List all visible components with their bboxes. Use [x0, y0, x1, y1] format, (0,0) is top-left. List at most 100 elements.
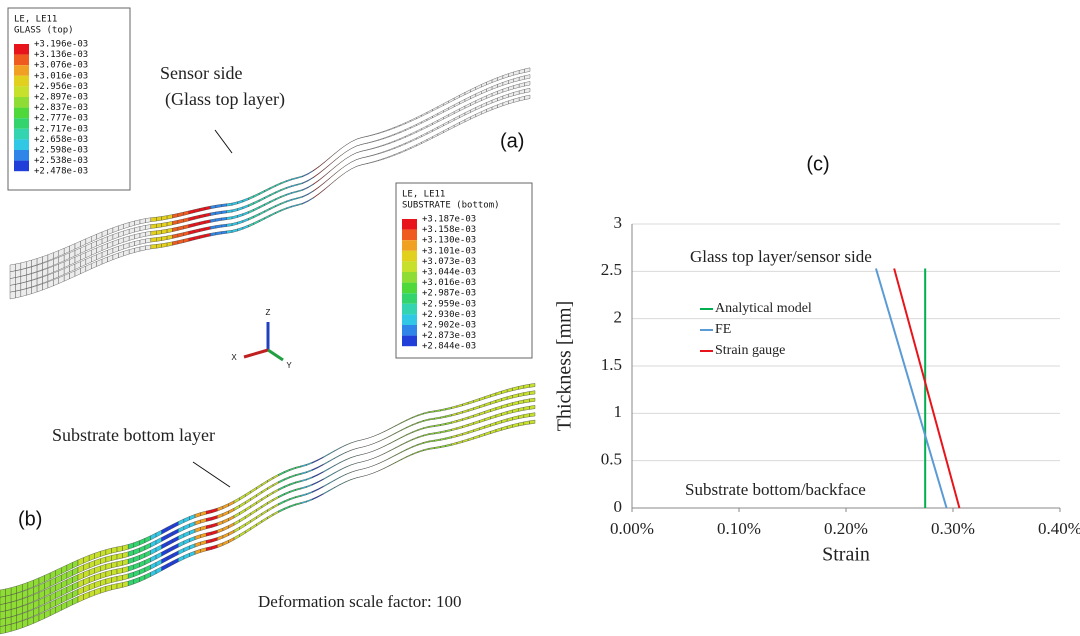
mesh-cell [56, 575, 62, 584]
mesh-cell [407, 417, 413, 420]
mesh-cell [301, 479, 307, 482]
mesh-cell [48, 273, 53, 281]
mesh-cell [340, 159, 345, 163]
mesh-cell [48, 280, 53, 288]
legend-label: FE [715, 322, 731, 337]
mesh-cell [11, 593, 17, 602]
mesh-cell [268, 484, 274, 489]
mesh-cell [479, 404, 485, 408]
mesh-cell [507, 388, 513, 392]
legend-label: +3.158e-03 [422, 225, 476, 235]
mesh-cell [248, 196, 253, 200]
mesh-cell [379, 439, 385, 442]
mesh-cell [89, 590, 95, 598]
mesh-cell [134, 548, 140, 555]
mesh-cell [124, 222, 129, 228]
legend-label: +2.987e-03 [422, 289, 476, 299]
mesh-cell [485, 402, 491, 406]
mesh-cell [313, 180, 318, 185]
mesh-cell [312, 460, 318, 464]
mesh-cell [135, 220, 140, 226]
mesh-cell [389, 127, 394, 130]
mesh-cell [201, 518, 207, 523]
mesh-cell [273, 511, 279, 516]
mesh-cell [145, 565, 151, 572]
mesh-cell [407, 446, 413, 449]
mesh-cell [78, 565, 84, 573]
mesh-cell [10, 271, 15, 279]
mesh-cell [123, 552, 129, 558]
mesh-cell [200, 221, 205, 225]
mesh-cell [227, 203, 232, 206]
mesh-cell [275, 183, 280, 187]
mesh-cell [379, 461, 385, 464]
mesh-cell [268, 506, 274, 511]
mesh-cell [301, 486, 307, 489]
mesh-cell [470, 101, 475, 106]
mesh-cell [513, 394, 519, 398]
mesh-cell [334, 455, 340, 459]
mesh-cell [396, 430, 402, 434]
mesh-cell [150, 555, 156, 562]
mesh-cell [178, 541, 184, 547]
mesh-cell [43, 275, 48, 283]
mesh-cell [11, 601, 17, 610]
mesh-cell [43, 255, 48, 263]
mesh-cell [422, 119, 427, 123]
mesh-cell [357, 454, 363, 455]
mesh-cell [37, 284, 42, 292]
mesh-cell [200, 234, 205, 238]
mesh-cell [385, 458, 391, 461]
mesh-cell [123, 574, 129, 580]
mesh-cell [373, 441, 379, 443]
mesh-cell [507, 395, 513, 399]
mesh-cell [201, 511, 207, 516]
footer-note: Deformation scale factor: 100 [258, 592, 461, 611]
mesh-cell [210, 205, 215, 209]
mesh-cell [262, 502, 268, 508]
mesh-cell [297, 183, 302, 186]
mesh-cell [32, 279, 37, 287]
mesh-cell [201, 548, 207, 553]
mesh-cell [118, 224, 123, 230]
legend-swatch [402, 293, 417, 304]
legend-label: Analytical model [715, 301, 812, 316]
mesh-cell [529, 420, 535, 424]
mesh-cell [474, 435, 480, 439]
mesh-cell [463, 417, 469, 421]
mesh-cell [319, 169, 324, 174]
mesh-cell [357, 137, 362, 139]
mesh-cell [284, 491, 290, 495]
mesh-cell [362, 143, 367, 145]
mesh-cell [323, 490, 329, 494]
mesh-cell [56, 597, 62, 606]
mesh-cell [206, 539, 212, 543]
mesh-cell [424, 434, 430, 437]
legend-label: +2.902e-03 [422, 321, 476, 331]
mesh-cell [162, 564, 168, 571]
mesh-cell [91, 261, 96, 268]
mesh-cell [270, 212, 275, 216]
mesh-cell [378, 152, 383, 154]
mesh-cell [243, 218, 248, 222]
mesh-cell [251, 502, 257, 508]
mesh-cell [513, 408, 519, 412]
mesh-cell [284, 506, 290, 510]
mesh-cell [479, 411, 485, 415]
mesh-cell [61, 602, 67, 611]
mesh-cell [72, 582, 78, 590]
mesh-cell [150, 540, 156, 547]
mesh-cell [265, 215, 270, 219]
mesh-cell [368, 444, 374, 446]
mesh-cell [56, 590, 62, 599]
mesh-cell [481, 96, 486, 101]
mesh-cell [150, 562, 156, 569]
mesh-cell [184, 531, 190, 537]
mesh-cell [167, 221, 172, 226]
mesh-cell [400, 129, 405, 132]
mesh-cell [254, 207, 259, 211]
mesh-cell [468, 408, 474, 412]
mesh-cell [351, 146, 356, 149]
mesh-cell [335, 156, 340, 161]
mesh-cell [117, 583, 123, 589]
